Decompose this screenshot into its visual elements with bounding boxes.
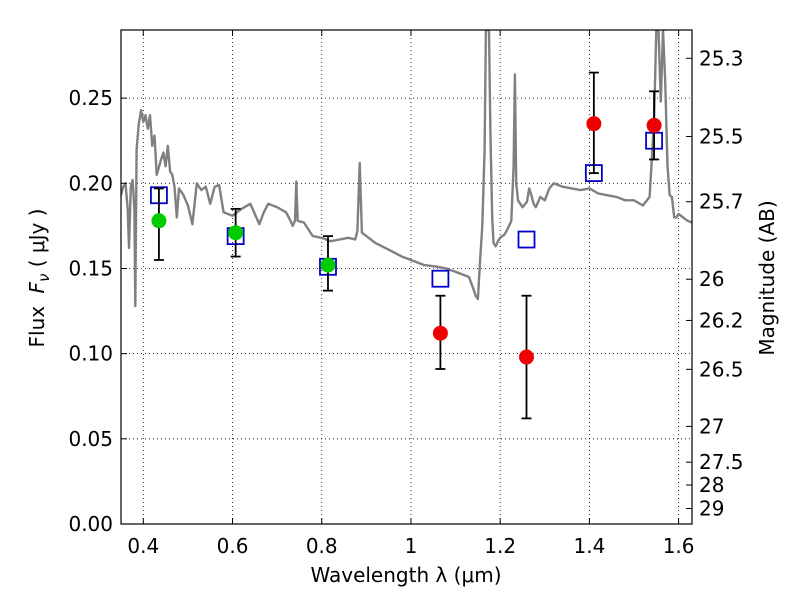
y2-tick-label: 28 [699,473,724,497]
data-point [228,225,244,241]
y2-tick-label: 27 [699,414,724,438]
data-point [151,213,167,229]
y2-tick-label: 26.2 [699,308,744,332]
model-photometry-square [517,230,536,249]
y2-tick-label: 25.7 [699,190,744,214]
axes: 0.4 0.6 0.8 1 1.2 1.4 1.6 0.00 0.05 0.10 0.15 0.20 0… [68,30,744,558]
y-tick-label: 0.10 [68,342,113,366]
y2-tick-label: 26 [699,267,724,291]
y2-tick-label: 29 [699,496,724,520]
y2-tick-label: 25.5 [699,124,744,148]
plot-area [121,30,692,420]
grid-lines [121,30,692,525]
y-tick-label: 0.05 [68,427,113,451]
model-spectrum-line [121,30,692,308]
y-axis-label-prefix: Flux [25,300,49,348]
y-axis-label: Flux Fν ( μJy ) [25,209,53,348]
x-tick-label: 0.4 [127,534,159,558]
x-tick-label: 1.2 [484,534,516,558]
data-point [646,117,662,133]
x-tick-label: 0.6 [217,534,249,558]
y-tick-label: 0.15 [68,256,113,280]
x-axis-label: Wavelength λ (μm) [310,563,501,587]
y2-tick-label: 25.3 [699,46,744,70]
model-photometry-square [431,269,450,288]
data-point [518,349,534,365]
data-point [432,325,448,341]
x-tick-label: 1.6 [663,534,695,558]
plot-frame [120,29,693,525]
y-axis-label-symbol-nu: ν [35,274,53,282]
y-tick-label: 0.20 [68,171,113,195]
data-point [320,257,336,273]
y2-tick-label: 26.5 [699,357,744,381]
y2-tick-label: 27.5 [699,450,744,474]
y-tick-label: 0.25 [68,86,113,110]
y-axis-label-unit: ( μJy ) [25,209,49,274]
x-tick-label: 1.4 [573,534,605,558]
y-tick-label: 0.00 [68,512,113,536]
x-tick-label: 0.8 [306,534,338,558]
x-tick-label: 1 [405,534,418,558]
y-axis-label-symbol-f: F [25,282,49,294]
secondary-y-axis-label: Magnitude (AB) [755,200,779,355]
data-point [586,116,602,132]
